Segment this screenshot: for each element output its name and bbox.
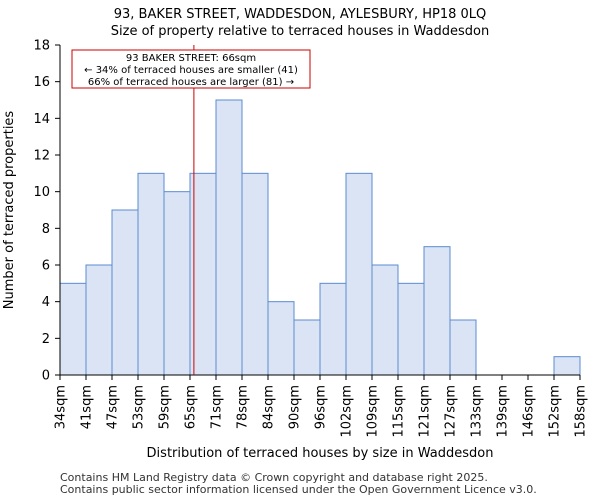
y-tick-label: 4 <box>42 295 50 310</box>
x-tick-label: 121sqm <box>418 385 433 438</box>
y-tick-label: 10 <box>33 185 50 200</box>
y-tick-label: 0 <box>42 369 50 384</box>
bar-41sqm <box>85 264 113 376</box>
bar-47sqm <box>111 209 139 376</box>
bar-90sqm <box>293 319 321 376</box>
bar-96sqm <box>319 282 347 376</box>
y-tick-label: 16 <box>33 75 50 90</box>
x-tick-label: 139sqm <box>496 385 511 438</box>
annotation-line-1: 93 BAKER STREET: 66sqm <box>126 53 256 64</box>
footer-attribution: Contains HM Land Registry data © Crown c… <box>60 472 537 496</box>
bar-115sqm <box>397 282 425 376</box>
annotation-border <box>71 49 311 89</box>
x-ticks-group: 34sqm 41sqm 47sqm 53sqm 59sqm 65sqm 71sqm 78sqm… <box>54 375 589 438</box>
y-tick-label: 14 <box>33 112 50 127</box>
x-tick-label: 34sqm <box>54 385 69 429</box>
bar-109sqm <box>371 264 399 376</box>
x-tick-label: 146sqm <box>522 385 537 438</box>
x-tick-label: 158sqm <box>574 385 589 438</box>
chart-title: 93, BAKER STREET, WADDESDON, AYLESBURY, … <box>0 6 600 40</box>
x-tick-label: 84sqm <box>262 385 277 429</box>
x-tick-label: 41sqm <box>80 385 95 429</box>
y-tick-label: 6 <box>42 259 50 274</box>
y-tick-label: 2 <box>42 332 50 347</box>
x-tick-label: 59sqm <box>158 385 173 429</box>
x-tick-label: 96sqm <box>314 385 329 429</box>
x-tick-label: 47sqm <box>106 385 121 429</box>
bar-121sqm <box>423 246 451 376</box>
x-tick-label: 90sqm <box>288 385 303 429</box>
footer-line-1: Contains HM Land Registry data © Crown c… <box>60 471 488 484</box>
annotation-line-2: ← 34% of terraced houses are smaller (41… <box>84 65 298 76</box>
x-tick-label: 115sqm <box>392 385 407 438</box>
x-tick-label: 65sqm <box>184 385 199 429</box>
x-tick-label: 102sqm <box>340 385 355 438</box>
bar-102sqm <box>345 172 373 376</box>
bar-34sqm <box>59 282 87 376</box>
y-tick-label: 12 <box>33 149 50 164</box>
bar-152sqm <box>553 356 581 376</box>
y-tick-label: 8 <box>42 222 50 237</box>
bar-71sqm <box>215 99 243 376</box>
x-axis-label: Distribution of terraced houses by size … <box>147 446 494 461</box>
x-tick-label: 78sqm <box>236 385 251 429</box>
bars-group <box>59 99 581 376</box>
bar-59sqm <box>163 191 191 376</box>
bar-127sqm <box>449 319 477 376</box>
x-tick-label: 53sqm <box>132 385 147 429</box>
x-tick-label: 152sqm <box>548 385 563 438</box>
annotation-line-3: 66% of terraced houses are larger (81) → <box>88 77 294 88</box>
bar-53sqm <box>137 172 165 376</box>
title-line-1: 93, BAKER STREET, WADDESDON, AYLESBURY, … <box>113 7 487 22</box>
x-tick-label: 71sqm <box>210 385 225 429</box>
y-ticks-group: 0 2 4 6 8 10 12 14 16 18 <box>33 39 60 384</box>
bar-84sqm <box>267 301 295 376</box>
x-tick-label: 109sqm <box>366 385 381 438</box>
x-tick-label: 133sqm <box>470 385 485 438</box>
x-tick-label: 127sqm <box>444 385 459 438</box>
title-line-2: Size of property relative to terraced ho… <box>110 24 490 39</box>
bar-78sqm <box>241 172 269 376</box>
y-tick-label: 18 <box>33 39 50 54</box>
y-axis-label: Number of terraced properties <box>2 111 17 310</box>
annotation-box: 93 BAKER STREET: 66sqm ← 34% of terraced… <box>71 49 311 89</box>
footer-line-2: Contains public sector information licen… <box>60 483 537 496</box>
